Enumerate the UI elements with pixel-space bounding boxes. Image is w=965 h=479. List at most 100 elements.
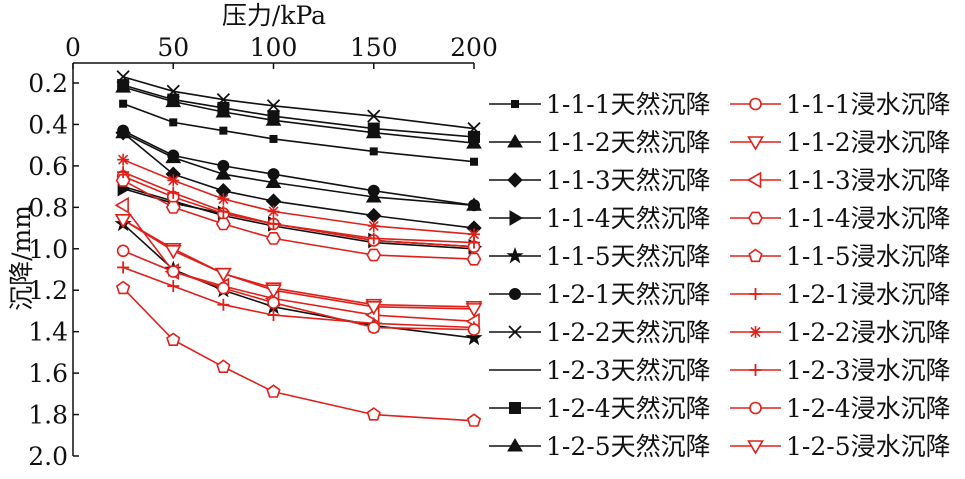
series-line <box>122 266 475 329</box>
legend-item: 1-2-1浸水沉降 <box>730 280 951 309</box>
y-tick-label: 2.0 <box>28 442 68 471</box>
data-point <box>116 244 130 258</box>
series-line <box>122 131 475 207</box>
legend-item: 1-2-4天然沉降 <box>489 394 711 423</box>
y-ticks: 0.2 0.4 0.6 0.8 1.0 1.2 1.4 1.6 1.8 2.0 <box>28 69 79 471</box>
data-point <box>166 265 180 278</box>
series-1-1-1天然沉降 <box>119 99 478 166</box>
data-point <box>217 205 230 218</box>
series-line <box>122 287 475 422</box>
data-point <box>169 118 178 127</box>
data-point <box>165 200 181 214</box>
legend-label: 1-1-3天然沉降 <box>546 166 711 195</box>
data-point <box>214 267 232 283</box>
legend-swatch-marker <box>749 401 762 415</box>
legend-label: 1-2-1浸水沉降 <box>786 280 951 309</box>
legend-swatch-marker <box>748 211 763 225</box>
series-line <box>122 219 475 310</box>
data-point <box>367 219 380 232</box>
series-line <box>122 179 475 260</box>
data-point <box>468 236 480 249</box>
x-tick-label: 150 <box>350 33 398 62</box>
legend-label: 1-1-5天然沉降 <box>546 242 711 271</box>
data-point <box>119 99 128 108</box>
plot-series <box>114 70 483 427</box>
legend-item: 1-1-4天然沉降 <box>489 204 711 233</box>
legend-label: 1-1-1天然沉降 <box>546 90 711 119</box>
legend-swatch-marker <box>749 97 762 111</box>
data-point <box>164 245 182 260</box>
data-point <box>366 248 382 262</box>
axes: 压力/kPa 沉降/mm 0 50 100 150 200 0.2 0.4 0.6 0.8 1.… <box>7 1 498 471</box>
legend-item: 1-2-1天然沉降 <box>489 280 711 309</box>
data-point <box>115 280 131 295</box>
data-point <box>466 197 482 211</box>
legend-label: 1-1-5浸水沉降 <box>786 242 951 271</box>
x-ticks: 0 50 100 150 200 <box>65 33 498 69</box>
data-point <box>465 328 483 346</box>
legend-item: 1-1-2天然沉降 <box>489 128 711 157</box>
data-point <box>467 323 481 336</box>
data-point <box>365 188 382 203</box>
legend-swatch-marker <box>507 134 523 148</box>
series-line <box>122 132 475 229</box>
data-point <box>267 217 280 230</box>
data-point <box>369 147 378 156</box>
x-tick-label: 0 <box>65 33 81 62</box>
data-point <box>365 300 383 316</box>
series-1-2-3浸水沉降 <box>117 166 480 249</box>
data-point <box>115 174 131 187</box>
y-tick-label: 0.2 <box>28 69 68 98</box>
legend-item: 1-2-4浸水沉降 <box>730 394 951 423</box>
data-point <box>117 261 130 274</box>
y-tick-label: 1.8 <box>28 401 68 430</box>
data-point <box>167 280 180 293</box>
data-point <box>466 413 482 427</box>
data-point <box>367 321 381 334</box>
data-point <box>366 407 381 421</box>
data-point <box>267 205 280 218</box>
legend-label: 1-1-4天然沉降 <box>546 204 711 233</box>
series-1-2-5浸水沉降 <box>114 213 483 318</box>
data-point <box>465 303 483 318</box>
legend-label: 1-1-2天然沉降 <box>546 128 711 157</box>
series-1-2-3天然沉降 <box>122 185 475 250</box>
data-point <box>217 298 230 311</box>
series-line <box>122 86 475 144</box>
series-line <box>122 84 475 138</box>
series-line <box>122 185 475 250</box>
legend-label: 1-2-1天然沉降 <box>546 280 711 309</box>
legend-label: 1-1-3浸水沉降 <box>786 166 951 195</box>
legend-swatch-marker <box>507 438 523 452</box>
series-line <box>122 76 475 130</box>
legend-label: 1-2-3浸水沉降 <box>786 356 951 385</box>
data-point <box>367 109 381 123</box>
data-point <box>217 281 230 295</box>
series-line <box>122 219 475 308</box>
series-1-1-5浸水沉降 <box>115 280 482 427</box>
legend-item: 1-1-5浸水沉降 <box>730 242 951 271</box>
series-1-2-4浸水沉降 <box>116 244 481 336</box>
data-point <box>367 122 380 135</box>
data-point <box>267 309 280 322</box>
legend-swatch-marker <box>511 100 519 108</box>
data-point <box>216 359 231 374</box>
data-point <box>117 153 130 166</box>
data-point <box>114 196 129 214</box>
data-point <box>117 166 130 179</box>
series-line <box>122 129 475 207</box>
series-1-2-2浸水沉降 <box>117 153 480 241</box>
legend-item: 1-1-5天然沉降 <box>489 242 711 271</box>
legend-item: 1-1-3天然沉降 <box>489 166 711 195</box>
legend-item: 1-2-5浸水沉降 <box>730 432 951 461</box>
data-point <box>269 134 278 143</box>
legend-label: 1-2-2浸水沉降 <box>786 318 951 347</box>
legend-label: 1-1-2浸水沉降 <box>786 128 951 157</box>
legend-label: 1-2-5浸水沉降 <box>786 432 951 461</box>
data-point <box>266 232 281 245</box>
legend-swatch-marker <box>749 326 762 338</box>
legend-label: 1-2-4天然沉降 <box>546 394 711 423</box>
legend-item: 1-2-3浸水沉降 <box>730 356 951 385</box>
x-tick-label: 200 <box>450 33 498 62</box>
